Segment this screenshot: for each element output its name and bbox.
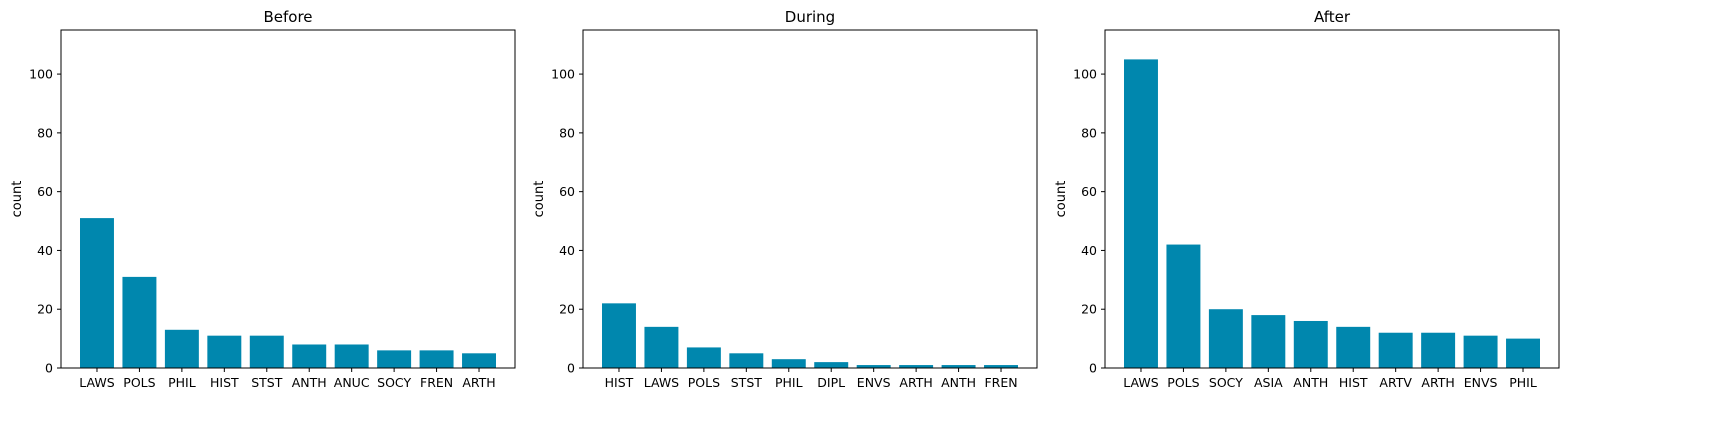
y-tick-label: 0 [567, 361, 575, 376]
y-tick-label: 0 [1089, 361, 1097, 376]
bar-phil [164, 329, 199, 368]
x-tick-label: ANUC [334, 375, 370, 390]
x-tick-label: LAWS [1123, 375, 1158, 390]
axes-frame [582, 29, 1038, 369]
bar-socy [1208, 309, 1243, 368]
x-tick-label: DIPL [817, 375, 845, 390]
bar-socy [377, 350, 412, 368]
x-tick-label: LAWS [79, 375, 114, 390]
x-tick-label: ENVS [1464, 375, 1498, 390]
chart-title: Before [263, 8, 312, 26]
x-tick-label: ARTH [1421, 375, 1454, 390]
chart-title: After [1314, 8, 1351, 26]
y-tick-label: 40 [559, 243, 575, 258]
bar-anth [941, 365, 976, 368]
x-tick-label: ASIA [1254, 375, 1283, 390]
bar-anuc [334, 344, 369, 368]
x-tick-label: ANTH [292, 375, 327, 390]
x-tick-label: ANTH [1293, 375, 1328, 390]
bar-phil [1506, 338, 1541, 368]
y-tick-label: 60 [1081, 184, 1097, 199]
bar-dipl [814, 362, 849, 368]
bar-stst [729, 353, 764, 368]
y-tick-label: 100 [1073, 67, 1097, 82]
y-tick-label: 60 [37, 184, 53, 199]
bar-pols [686, 347, 721, 368]
x-tick-label: POLS [1167, 375, 1199, 390]
x-tick-label: ANTH [941, 375, 976, 390]
bar-envs [1463, 335, 1498, 368]
bar-stst [249, 335, 284, 368]
bar-hist [207, 335, 242, 368]
y-tick-label: 80 [1081, 125, 1097, 140]
x-tick-label: POLS [123, 375, 155, 390]
chart-panel-during: HIST LAWS POLS STST PHIL DIPL ENVS ARTH ANTH FREN… [532, 8, 1038, 390]
bar-arth [899, 365, 934, 368]
bar-laws [644, 326, 679, 368]
x-tick-label: STST [731, 375, 763, 390]
bar-envs [856, 365, 891, 368]
bar-arth [1421, 332, 1456, 368]
chart-title: During [785, 8, 835, 26]
bar-hist [1336, 326, 1371, 368]
bar-hist [601, 303, 636, 368]
x-tick-label: ARTH [462, 375, 495, 390]
x-tick-label: LAWS [644, 375, 679, 390]
bar-fren [984, 365, 1019, 368]
x-tick-label: POLS [688, 375, 720, 390]
bar-laws [79, 218, 114, 368]
y-tick-label: 20 [559, 302, 575, 317]
y-tick-label: 40 [1081, 243, 1097, 258]
x-tick-label: PHIL [168, 375, 196, 390]
bar-anth [1293, 320, 1328, 368]
bar-asia [1251, 315, 1286, 368]
bar-pols [122, 276, 157, 368]
y-tick-label: 100 [29, 67, 53, 82]
bar-pols [1166, 244, 1201, 368]
x-tick-label: ARTV [1379, 375, 1412, 390]
x-tick-label: ENVS [857, 375, 891, 390]
x-tick-label: SOCY [1209, 375, 1243, 390]
y-tick-label: 20 [37, 302, 53, 317]
x-tick-label: ARTH [899, 375, 932, 390]
chart-panel-before: LAWS POLS PHIL HIST STST ANTH ANUC SOCY FREN ARTH… [10, 8, 516, 390]
x-tick-label: HIST [1339, 375, 1368, 390]
x-tick-label: HIST [210, 375, 239, 390]
y-axis-label: count [1054, 181, 1069, 218]
y-axis-label: count [10, 181, 25, 218]
y-tick-label: 60 [559, 184, 575, 199]
y-tick-label: 100 [551, 67, 575, 82]
bar-artv [1378, 332, 1413, 368]
x-tick-label: SOCY [377, 375, 411, 390]
x-tick-label: STST [251, 375, 283, 390]
chart-panel-after: LAWS POLS SOCY ASIA ANTH HIST ARTV ARTH ENVS PHIL… [1054, 8, 1560, 390]
y-tick-label: 80 [37, 125, 53, 140]
y-axis-label: count [532, 181, 547, 218]
y-tick-label: 40 [37, 243, 53, 258]
bar-phil [771, 359, 806, 368]
bar-anth [292, 344, 327, 368]
x-tick-label: PHIL [775, 375, 803, 390]
x-tick-label: FREN [984, 375, 1017, 390]
x-tick-label: HIST [605, 375, 634, 390]
axes-frame [60, 29, 516, 369]
axes-frame [1104, 29, 1560, 369]
bar-arth [462, 353, 497, 368]
y-tick-label: 20 [1081, 302, 1097, 317]
bar-laws [1123, 59, 1158, 369]
x-tick-label: PHIL [1509, 375, 1537, 390]
y-tick-label: 80 [559, 125, 575, 140]
y-tick-label: 0 [45, 361, 53, 376]
bar-fren [419, 350, 454, 368]
x-tick-label: FREN [420, 375, 453, 390]
